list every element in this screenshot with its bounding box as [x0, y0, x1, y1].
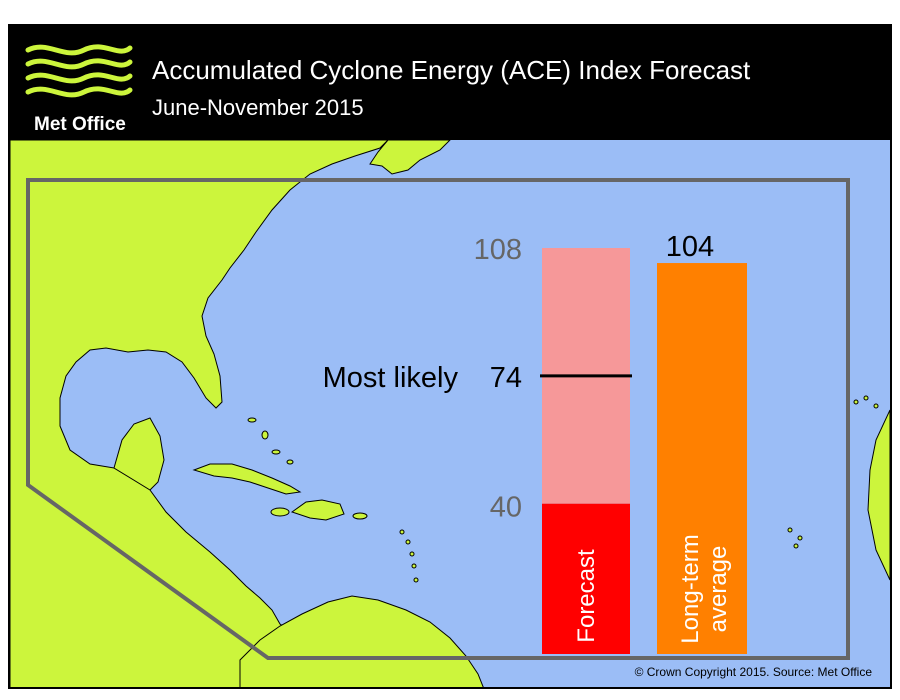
canada-landmass [369, 140, 451, 175]
forecast-base-bar [542, 503, 630, 654]
ace-chart: 108 40 74 Most likely Forecast 104 Long-termav… [323, 231, 747, 654]
chart-subtitle: June-November 2015 [152, 95, 364, 120]
chart-title: Accumulated Cyclone Energy (ACE) Index F… [152, 55, 751, 85]
long-term-average-name-line1: Long-term [677, 534, 704, 643]
long-term-average-value: 104 [666, 231, 714, 263]
north-america-landmass [10, 140, 389, 687]
long-term-average-bar [657, 263, 747, 654]
cuba-island [192, 463, 302, 495]
jamaica-island [270, 507, 290, 517]
most-likely-value-label: 74 [490, 362, 522, 394]
forecast-low-label: 40 [490, 492, 522, 524]
canary-islands [853, 395, 879, 409]
long-term-average-name: Long-termaverage [677, 534, 732, 643]
copyright-footer: © Crown Copyright 2015. Source: Met Offi… [634, 665, 872, 679]
africa-landmass [867, 409, 890, 581]
puerto-rico-island [352, 512, 368, 520]
lesser-antilles [399, 529, 419, 583]
header-bar: Met Office Accumulated Cyclone Energy (A… [10, 26, 890, 140]
forecast-bar-name: Forecast [573, 549, 600, 643]
hispaniola-island [290, 499, 345, 521]
south-america-landmass [239, 595, 484, 687]
logo-label: Met Office [34, 114, 126, 135]
cape-verde-islands [787, 527, 803, 549]
yucatan-landmass [113, 417, 165, 491]
bahamas-islands [247, 417, 294, 465]
forecast-high-label: 108 [474, 234, 522, 266]
most-likely-label: Most likely [323, 362, 459, 394]
long-term-average-name-line2: average [705, 546, 732, 633]
atlantic-map: 108 40 74 Most likely Forecast 104 Long-termav… [10, 140, 890, 687]
met-office-logo-icon [25, 44, 133, 98]
figure-frame: 108 40 74 Most likely Forecast 104 Long-termav… [8, 24, 892, 689]
forecast-region-outline [26, 178, 850, 660]
